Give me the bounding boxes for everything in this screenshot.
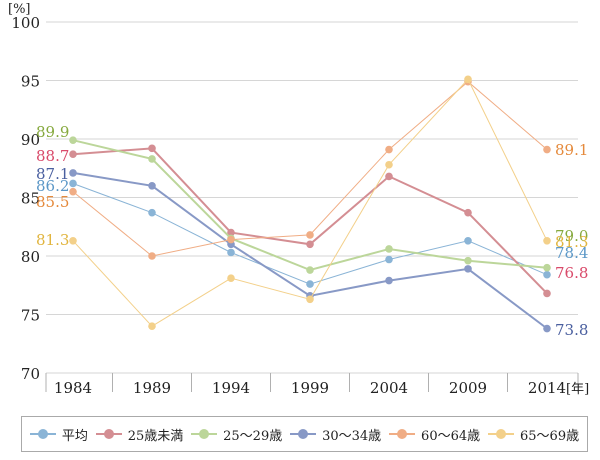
data-point xyxy=(306,231,314,239)
x-tick-label: 1984 xyxy=(54,379,92,397)
data-point xyxy=(148,155,156,163)
data-point xyxy=(543,145,551,154)
data-point xyxy=(306,295,314,304)
data-point xyxy=(69,136,77,144)
data-point xyxy=(227,274,235,283)
legend-item-65-69: 65～69歳 xyxy=(488,425,579,444)
data-point xyxy=(148,322,156,331)
legend-swatch xyxy=(191,429,218,439)
data-point xyxy=(543,236,551,245)
series-4 xyxy=(69,77,551,260)
start-value-label: 89.9 xyxy=(36,123,69,141)
data-point xyxy=(69,169,77,177)
data-point xyxy=(148,144,156,153)
series-line xyxy=(72,171,548,330)
series-line xyxy=(72,139,548,272)
start-value-label: 88.7 xyxy=(36,147,69,165)
legend-item-under-25: 25歳未満 xyxy=(95,425,184,444)
data-point xyxy=(464,75,472,84)
data-point xyxy=(464,236,472,245)
y-tick-label: 80 xyxy=(21,248,40,266)
legend-label: 30～34歳 xyxy=(322,428,382,444)
chart-legend: 平均 25歳未満 25～29歳 30～34歳 60～64歳 65～69歳 xyxy=(21,416,588,452)
data-point xyxy=(69,187,77,196)
end-value-label: 89.1 xyxy=(555,141,588,159)
legend-label: 60～64歳 xyxy=(421,428,481,444)
data-point xyxy=(385,276,393,285)
x-axis-unit: [年] xyxy=(566,382,589,397)
legend-label: 平均 xyxy=(61,428,88,444)
series-line xyxy=(72,78,548,327)
data-point xyxy=(227,248,235,257)
chart-canvas: 70 75 80 85 90 95 100[%] 1984 1989 1994 1999 2004 20… xyxy=(8,2,589,397)
data-point xyxy=(69,236,77,245)
data-point xyxy=(306,266,314,274)
data-point xyxy=(306,240,314,249)
x-tick-label: 2009 xyxy=(449,379,487,397)
x-tick-label: 1999 xyxy=(291,379,329,397)
legend-item-30-34: 30～34歳 xyxy=(290,425,381,444)
data-point xyxy=(69,179,77,188)
legend-item-25-29: 25～29歳 xyxy=(191,425,282,444)
legend-swatch xyxy=(488,429,514,439)
start-value-label: 85.5 xyxy=(36,193,69,211)
x-tick-label: 1989 xyxy=(133,379,171,397)
end-value-label: 73.8 xyxy=(555,321,588,339)
series-0 xyxy=(69,179,551,288)
data-point xyxy=(543,289,551,298)
data-point xyxy=(543,324,551,333)
end-value-label: 76.8 xyxy=(555,264,588,282)
legend-label: 65～69歳 xyxy=(520,428,580,444)
y-tick-label: 70 xyxy=(21,365,40,383)
series-2 xyxy=(69,136,551,274)
data-point xyxy=(69,150,77,159)
series-3 xyxy=(69,169,551,333)
legend-label: 25～29歳 xyxy=(223,428,283,444)
x-tick-label: 2014 xyxy=(528,379,566,397)
y-tick-label: 75 xyxy=(21,307,40,325)
data-point xyxy=(385,145,393,154)
data-point xyxy=(464,208,472,217)
y-tick-label: 85 xyxy=(21,190,40,208)
legend-swatch xyxy=(389,429,416,439)
series-5 xyxy=(69,75,551,331)
y-tick-label: 100 xyxy=(11,14,40,32)
end-value-label: 81.3 xyxy=(555,233,588,251)
x-tick-label: 1994 xyxy=(212,379,250,397)
legend-swatch xyxy=(29,429,56,439)
data-point xyxy=(464,256,472,265)
series-1 xyxy=(69,144,551,298)
legend-swatch xyxy=(290,429,317,439)
data-point xyxy=(227,228,235,237)
data-point xyxy=(148,208,156,217)
start-value-label: 87.1 xyxy=(36,165,69,183)
data-point xyxy=(148,182,156,190)
data-point xyxy=(464,265,472,273)
end-value-label: 78.4 xyxy=(555,244,588,262)
data-point xyxy=(227,235,235,244)
end-value-label: 79.0 xyxy=(555,227,588,245)
data-point xyxy=(385,245,393,253)
y-tick-label: 95 xyxy=(21,73,40,91)
y-tick-label: 90 xyxy=(21,131,40,149)
legend-label: 25歳未満 xyxy=(127,428,184,444)
legend-swatch xyxy=(95,429,122,439)
series-line xyxy=(72,81,548,257)
data-point xyxy=(543,263,551,272)
data-point xyxy=(385,160,393,169)
legend-item-60-64: 60～64歳 xyxy=(389,425,480,444)
x-tick-label: 2004 xyxy=(370,379,408,397)
y-axis-unit: [%] xyxy=(8,2,31,17)
data-point xyxy=(148,252,156,260)
start-value-label: 81.3 xyxy=(36,231,69,249)
legend-item-heikin: 平均 xyxy=(29,425,88,444)
data-point xyxy=(306,280,314,288)
start-value-label: 86.2 xyxy=(36,177,69,195)
data-point xyxy=(543,270,551,279)
data-point xyxy=(385,172,393,181)
data-point xyxy=(385,255,393,264)
